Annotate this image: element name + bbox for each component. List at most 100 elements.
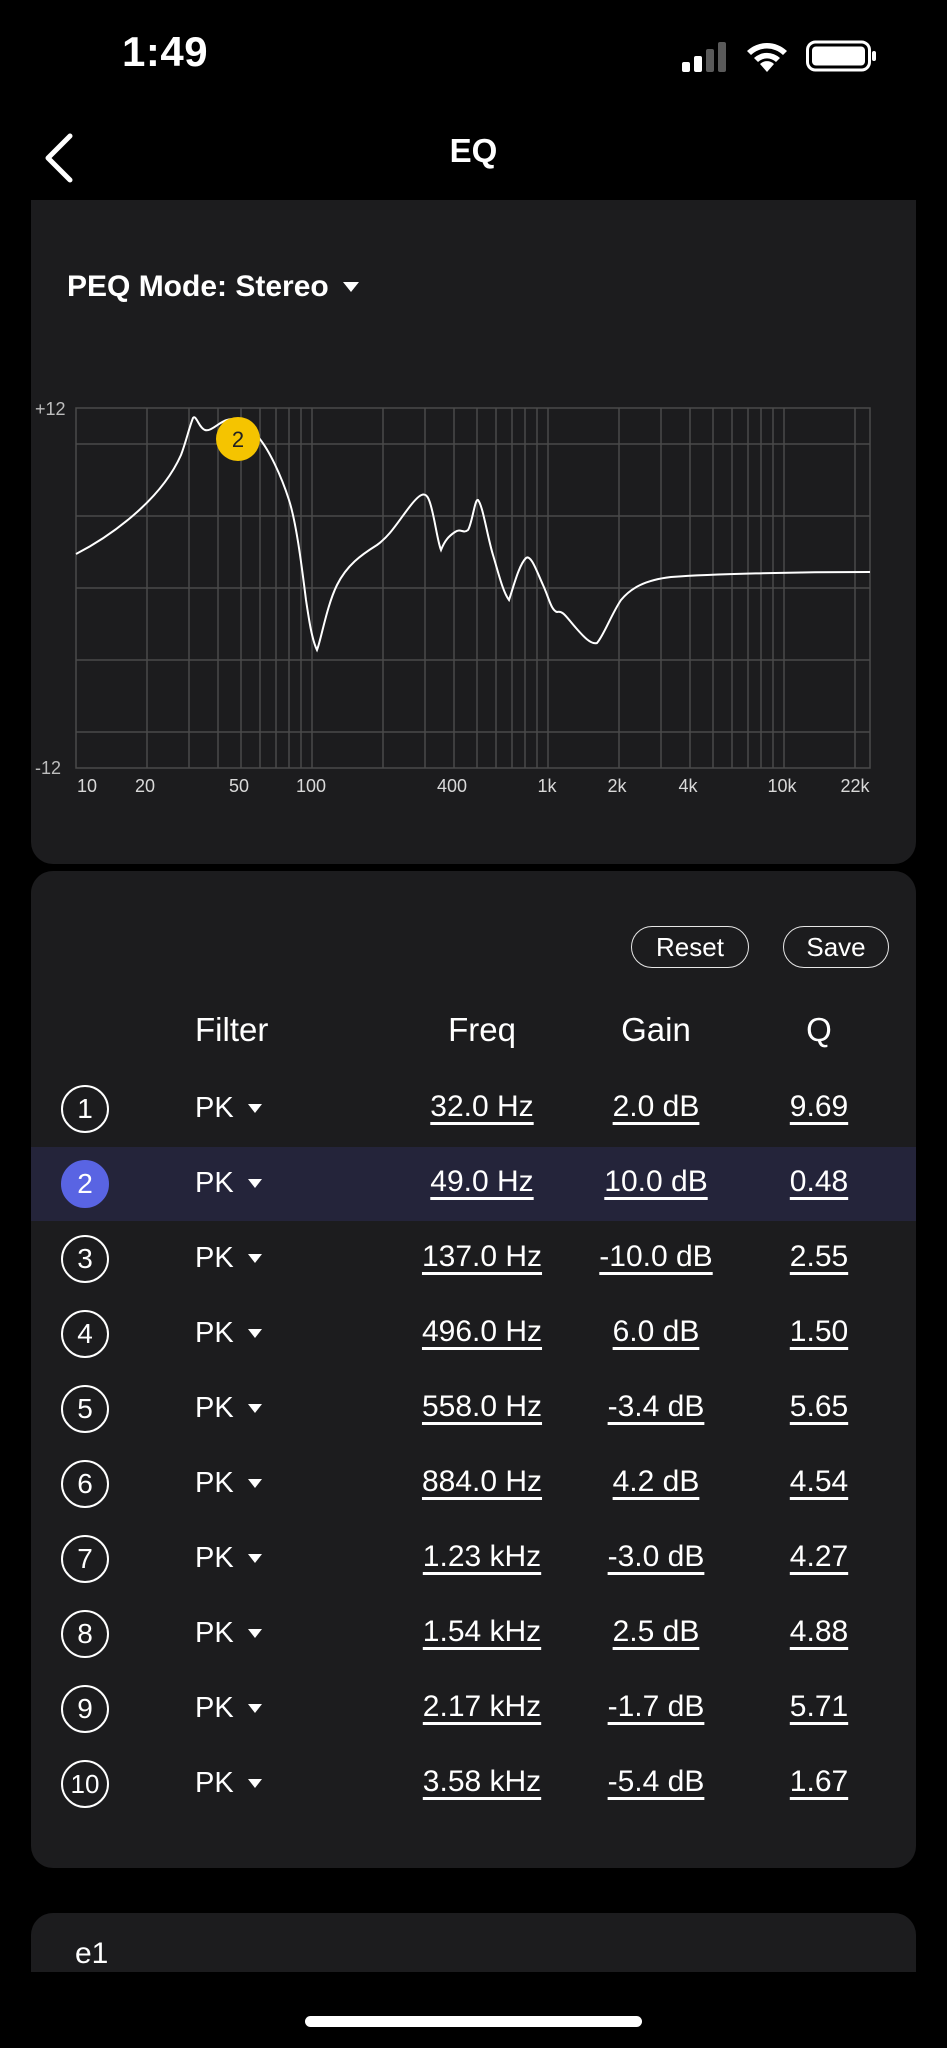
table-row[interactable]: 5 PK 558.0 Hz -3.4 dB 5.65 bbox=[31, 1372, 916, 1446]
filter-type-label: PK bbox=[195, 1092, 234, 1124]
freq-value[interactable]: 2.17 kHz bbox=[422, 1690, 542, 1723]
chevron-down-icon bbox=[247, 1779, 262, 1788]
band-number[interactable]: 4 bbox=[61, 1310, 109, 1358]
home-indicator[interactable] bbox=[305, 2016, 642, 2027]
filter-type-dropdown[interactable]: PK bbox=[195, 1692, 262, 1725]
filter-type-dropdown[interactable]: PK bbox=[195, 1317, 262, 1350]
q-value[interactable]: 1.67 bbox=[789, 1765, 849, 1798]
gain-value[interactable]: -5.4 dB bbox=[607, 1765, 705, 1798]
table-row[interactable]: 7 PK 1.23 kHz -3.0 dB 4.27 bbox=[31, 1522, 916, 1596]
filter-type-dropdown[interactable]: PK bbox=[195, 1242, 262, 1275]
q-value[interactable]: 9.69 bbox=[789, 1090, 849, 1123]
freq-value[interactable]: 137.0 Hz bbox=[421, 1240, 543, 1273]
freq-value[interactable]: 1.23 kHz bbox=[422, 1540, 542, 1573]
band-table-card: Reset Save Filter Freq Gain Q 1 PK 32.0 … bbox=[31, 871, 916, 1868]
eq-response-graph[interactable]: +12 -12 10 20 50 100 400 1k 2k 4k 10k 22… bbox=[31, 200, 916, 864]
filter-type-dropdown[interactable]: PK bbox=[195, 1542, 262, 1575]
reset-button[interactable]: Reset bbox=[631, 926, 749, 968]
y-axis-bottom-label: -12 bbox=[35, 758, 61, 778]
filter-type-label: PK bbox=[195, 1467, 234, 1499]
battery-icon bbox=[806, 40, 876, 72]
gain-value[interactable]: -1.7 dB bbox=[607, 1690, 705, 1723]
filter-header: Filter bbox=[195, 1011, 269, 1048]
gain-value[interactable]: 2.0 dB bbox=[612, 1090, 700, 1123]
chevron-down-icon bbox=[247, 1104, 262, 1113]
filter-type-dropdown[interactable]: PK bbox=[195, 1092, 262, 1125]
filter-type-label: PK bbox=[195, 1242, 234, 1274]
q-value[interactable]: 5.65 bbox=[789, 1390, 849, 1423]
chevron-down-icon bbox=[247, 1329, 262, 1338]
freq-value[interactable]: 49.0 Hz bbox=[430, 1165, 534, 1198]
table-row[interactable]: 6 PK 884.0 Hz 4.2 dB 4.54 bbox=[31, 1447, 916, 1521]
gain-value[interactable]: -3.0 dB bbox=[607, 1540, 705, 1573]
filter-type-dropdown[interactable]: PK bbox=[195, 1617, 262, 1650]
cellular-signal-icon bbox=[682, 42, 726, 72]
band-number[interactable]: 9 bbox=[61, 1685, 109, 1733]
save-button[interactable]: Save bbox=[783, 926, 889, 968]
chevron-down-icon bbox=[342, 282, 359, 292]
q-value[interactable]: 4.27 bbox=[789, 1540, 849, 1573]
filter-type-dropdown[interactable]: PK bbox=[195, 1392, 262, 1425]
q-value[interactable]: 4.88 bbox=[789, 1615, 849, 1648]
gain-header: Gain bbox=[621, 1011, 691, 1048]
peq-mode-dropdown[interactable]: PEQ Mode: Stereo bbox=[67, 270, 359, 304]
chevron-down-icon bbox=[247, 1404, 262, 1413]
chevron-down-icon bbox=[247, 1179, 262, 1188]
table-header: Filter Freq Gain Q bbox=[31, 1011, 916, 1061]
freq-value[interactable]: 3.58 kHz bbox=[422, 1765, 542, 1798]
back-button[interactable] bbox=[36, 128, 86, 188]
q-value[interactable]: 5.71 bbox=[789, 1690, 849, 1723]
chevron-down-icon bbox=[247, 1704, 262, 1713]
gain-value[interactable]: 2.5 dB bbox=[612, 1615, 700, 1648]
status-time: 1:49 bbox=[122, 28, 209, 75]
status-bar: 1:49 bbox=[0, 0, 947, 110]
band-number[interactable]: 1 bbox=[61, 1085, 109, 1133]
band-2-handle-label: 2 bbox=[232, 427, 244, 452]
filter-type-dropdown[interactable]: PK bbox=[195, 1767, 262, 1800]
x-tick-label: 10 bbox=[77, 776, 97, 796]
freq-value[interactable]: 1.54 kHz bbox=[422, 1615, 542, 1648]
filter-type-label: PK bbox=[195, 1692, 234, 1724]
gain-value[interactable]: 6.0 dB bbox=[612, 1315, 700, 1348]
filter-type-label: PK bbox=[195, 1767, 234, 1799]
freq-value[interactable]: 32.0 Hz bbox=[430, 1090, 534, 1123]
gain-value[interactable]: -10.0 dB bbox=[599, 1240, 713, 1273]
band-number[interactable]: 7 bbox=[61, 1535, 109, 1583]
table-row-selected[interactable]: 2 PK 49.0 Hz 10.0 dB 0.48 bbox=[31, 1147, 916, 1221]
band-number[interactable]: 8 bbox=[61, 1610, 109, 1658]
peq-mode-label: PEQ Mode: Stereo bbox=[67, 270, 329, 303]
q-value[interactable]: 2.55 bbox=[789, 1240, 849, 1273]
band-number[interactable]: 10 bbox=[61, 1760, 109, 1808]
band-2-handle[interactable]: 2 bbox=[216, 417, 260, 461]
band-number[interactable]: 3 bbox=[61, 1235, 109, 1283]
q-header: Q bbox=[806, 1011, 832, 1048]
gain-value[interactable]: -3.4 dB bbox=[607, 1390, 705, 1423]
table-row[interactable]: 10 PK 3.58 kHz -5.4 dB 1.67 bbox=[31, 1747, 916, 1821]
q-value[interactable]: 4.54 bbox=[789, 1465, 849, 1498]
chevron-down-icon bbox=[247, 1554, 262, 1563]
filter-type-dropdown[interactable]: PK bbox=[195, 1467, 262, 1500]
table-row[interactable]: 9 PK 2.17 kHz -1.7 dB 5.71 bbox=[31, 1672, 916, 1746]
table-row[interactable]: 8 PK 1.54 kHz 2.5 dB 4.88 bbox=[31, 1597, 916, 1671]
gain-value[interactable]: 10.0 dB bbox=[604, 1165, 708, 1198]
x-axis-labels: 10 20 50 100 400 1k 2k 4k 10k 22k bbox=[77, 776, 871, 796]
nav-bar: EQ bbox=[0, 110, 947, 200]
band-number[interactable]: 2 bbox=[61, 1160, 109, 1208]
freq-value[interactable]: 884.0 Hz bbox=[421, 1465, 543, 1498]
gain-value[interactable]: 4.2 dB bbox=[612, 1465, 700, 1498]
band-number[interactable]: 6 bbox=[61, 1460, 109, 1508]
table-row[interactable]: 1 PK 32.0 Hz 2.0 dB 9.69 bbox=[31, 1072, 916, 1146]
freq-value[interactable]: 496.0 Hz bbox=[421, 1315, 543, 1348]
filter-type-label: PK bbox=[195, 1167, 234, 1199]
x-tick-label: 50 bbox=[229, 776, 249, 796]
x-tick-label: 100 bbox=[296, 776, 326, 796]
q-value[interactable]: 1.50 bbox=[789, 1315, 849, 1348]
q-value[interactable]: 0.48 bbox=[789, 1165, 849, 1198]
page-title: EQ bbox=[449, 132, 498, 169]
bottom-safe-area bbox=[0, 1972, 947, 2048]
freq-value[interactable]: 558.0 Hz bbox=[421, 1390, 543, 1423]
table-row[interactable]: 4 PK 496.0 Hz 6.0 dB 1.50 bbox=[31, 1297, 916, 1371]
filter-type-dropdown[interactable]: PK bbox=[195, 1167, 262, 1200]
table-row[interactable]: 3 PK 137.0 Hz -10.0 dB 2.55 bbox=[31, 1222, 916, 1296]
band-number[interactable]: 5 bbox=[61, 1385, 109, 1433]
